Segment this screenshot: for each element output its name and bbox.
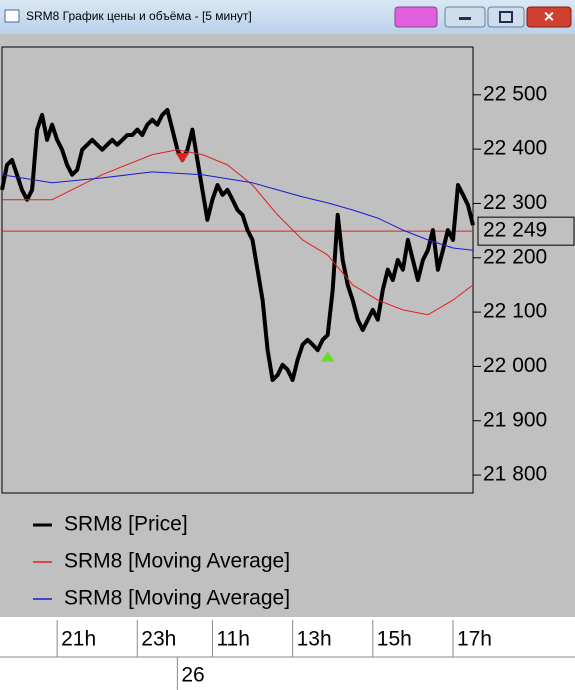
- date-tick-label: 26: [181, 664, 204, 687]
- series-line: [1, 171, 474, 251]
- x-tick-label: 17h: [457, 628, 492, 651]
- maximize-button[interactable]: [487, 6, 525, 28]
- signal-marker: [175, 152, 190, 163]
- minimize-icon: [459, 17, 471, 20]
- series-line: [2, 149, 474, 316]
- x-tick-label: 21h: [61, 628, 96, 651]
- y-tick-label: 22 200: [483, 245, 547, 268]
- x-tick-label: 11h: [216, 628, 249, 651]
- close-icon: ✕: [543, 9, 555, 25]
- current-price-box: [477, 216, 575, 246]
- y-tick-label: 22 300: [483, 191, 547, 214]
- x-tick-label: 13h: [297, 628, 332, 651]
- legend-label: SRM8 [Price]: [64, 513, 188, 536]
- app-icon: [4, 9, 20, 23]
- legend-label: SRM8 [Moving Average]: [64, 550, 290, 573]
- y-tick-label: 21 800: [483, 463, 547, 486]
- x-tick-label: 15h: [377, 628, 412, 651]
- close-button[interactable]: [526, 6, 572, 28]
- y-tick-label: 22 500: [483, 82, 547, 105]
- y-tick-label: 22 100: [483, 300, 547, 323]
- x-tick-label: 23h: [141, 628, 176, 651]
- signal-marker: [320, 351, 335, 362]
- window-title: SRM8 График цены и объёма - [5 минут]: [26, 9, 252, 23]
- time-strip: [0, 617, 575, 690]
- legend-label: SRM8 [Moving Average]: [64, 587, 290, 610]
- link-button[interactable]: [394, 6, 438, 28]
- maximize-icon: [499, 11, 513, 23]
- y-tick-label: 22 000: [483, 354, 547, 377]
- y-tick-label: 21 900: [483, 408, 547, 431]
- current-price-label: 22 249: [483, 219, 547, 242]
- y-tick-label: 22 400: [483, 137, 547, 160]
- series-line: [0, 108, 475, 382]
